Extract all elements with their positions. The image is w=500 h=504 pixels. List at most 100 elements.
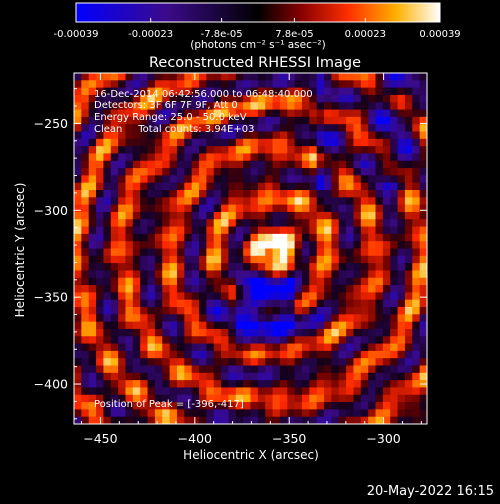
heatmap-cell <box>324 380 332 388</box>
heatmap-cell <box>199 343 207 352</box>
heatmap-cell <box>390 285 398 293</box>
heatmap-cell <box>118 416 126 425</box>
heatmap-cell <box>309 321 318 330</box>
heatmap-cell <box>257 416 266 425</box>
heatmap-cell <box>235 270 244 279</box>
heatmap-cell <box>132 102 141 110</box>
heatmap-cell <box>176 263 185 271</box>
heatmap-cell <box>103 292 112 301</box>
heatmap-cell <box>419 138 428 147</box>
heatmap-cell <box>360 102 369 110</box>
heatmap-cell <box>287 204 296 213</box>
heatmap-cell <box>316 211 325 220</box>
heatmap-cell <box>338 211 347 220</box>
heatmap-cell <box>228 131 237 140</box>
heatmap-cell <box>353 211 362 220</box>
heatmap-cell <box>331 350 340 359</box>
heatmap-cell <box>338 175 347 184</box>
heatmap-cell <box>140 73 148 81</box>
heatmap-cell <box>81 350 90 359</box>
heatmap-cell <box>221 241 229 249</box>
heatmap-cell <box>184 285 193 293</box>
heatmap-cell <box>235 197 244 206</box>
heatmap-cell <box>184 190 193 198</box>
heatmap-cell <box>265 263 273 271</box>
heatmap-cell <box>301 80 310 89</box>
heatmap-cell <box>118 350 126 359</box>
heatmap-cell <box>213 409 222 418</box>
heatmap-cell <box>338 94 347 103</box>
heatmap-cell <box>96 270 104 279</box>
heatmap-cell <box>169 372 178 381</box>
heatmap-cell <box>390 160 398 169</box>
heatmap-cell <box>404 321 413 330</box>
heatmap-cell <box>324 219 332 227</box>
heatmap-cell <box>324 73 332 81</box>
heatmap-cell <box>221 416 229 425</box>
heatmap-cell <box>213 190 222 198</box>
heatmap-cell <box>272 146 281 154</box>
heatmap-cell <box>110 380 119 388</box>
heatmap-cell <box>228 168 237 176</box>
heatmap-cell <box>331 87 340 96</box>
heatmap-cell <box>397 226 406 235</box>
heatmap-cell <box>184 387 193 396</box>
heatmap-cell <box>404 211 413 220</box>
heatmap-cell <box>301 190 310 198</box>
heatmap-cell <box>397 380 406 388</box>
heatmap-cell <box>316 175 325 184</box>
heatmap-cell <box>81 233 90 242</box>
heatmap-cell <box>206 87 215 96</box>
heatmap-cell <box>265 168 273 176</box>
heatmap-cell <box>184 270 193 279</box>
heatmap-cell <box>184 219 193 227</box>
heatmap-cell <box>162 277 170 286</box>
heatmap-cell <box>309 116 318 125</box>
heatmap-cell <box>324 124 332 132</box>
heatmap-cell <box>213 299 222 308</box>
heatmap-cell <box>265 160 273 169</box>
heatmap-cell <box>191 394 200 403</box>
heatmap-cell <box>346 233 354 242</box>
heatmap-cell <box>132 314 141 323</box>
heatmap-cell <box>353 299 362 308</box>
heatmap-cell <box>140 233 148 242</box>
heatmap-cell <box>132 394 141 403</box>
heatmap-cell <box>147 365 156 374</box>
heatmap-cell <box>419 153 428 162</box>
heatmap-cell <box>390 328 398 337</box>
heatmap-cell <box>250 233 259 242</box>
heatmap-cell <box>110 219 119 227</box>
heatmap-cell <box>169 343 178 352</box>
heatmap-cell <box>103 160 112 169</box>
heatmap-cell <box>250 277 259 286</box>
heatmap-cell <box>103 102 112 110</box>
heatmap-cell <box>316 314 325 323</box>
heatmap-cell <box>265 146 273 154</box>
heatmap-cell <box>338 343 347 352</box>
heatmap-cell <box>265 358 273 366</box>
heatmap-cell <box>118 343 126 352</box>
heatmap-cell <box>110 80 119 89</box>
heatmap-cell <box>257 248 266 257</box>
heatmap-cell <box>176 233 185 242</box>
heatmap-cell <box>382 175 391 184</box>
heatmap-cell <box>353 219 362 227</box>
heatmap-cell <box>213 358 222 366</box>
heatmap-cell <box>382 248 391 257</box>
heatmap-cell <box>191 248 200 257</box>
heatmap-cell <box>243 394 251 403</box>
heatmap-cell <box>331 416 340 425</box>
heatmap-cell <box>301 255 310 264</box>
heatmap-cell <box>353 168 362 176</box>
heatmap-cell <box>375 270 384 279</box>
heatmap-cell <box>257 277 266 286</box>
heatmap-cell <box>419 277 428 286</box>
heatmap-cell <box>390 146 398 154</box>
heatmap-cell <box>301 270 310 279</box>
heatmap-cell <box>74 263 82 271</box>
heatmap-cell <box>88 343 97 352</box>
heatmap-cell <box>191 321 200 330</box>
heatmap-cell <box>346 292 354 301</box>
heatmap-cell <box>176 204 185 213</box>
